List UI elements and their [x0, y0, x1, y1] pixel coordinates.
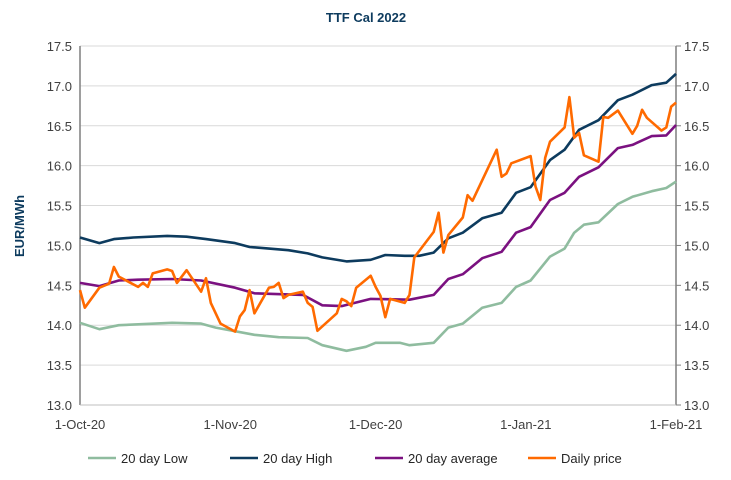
- y-tick-label-right: 17.5: [684, 39, 709, 54]
- x-tick-label: 1-Dec-20: [349, 417, 402, 432]
- series-line-20-day-high: [79, 72, 677, 263]
- y-tick-label-left: 16.5: [47, 119, 72, 134]
- chart-title: TTF Cal 2022: [326, 10, 406, 25]
- legend-label: 20 day High: [263, 451, 332, 466]
- y-tick-label-right: 17.0: [684, 79, 709, 94]
- series-lines: [78, 72, 677, 353]
- y-tick-label-left: 17.5: [47, 39, 72, 54]
- x-tick-label: 1-Feb-21: [650, 417, 703, 432]
- y-tick-label-left: 15.5: [47, 199, 72, 214]
- legend-label: 20 day average: [408, 451, 498, 466]
- y-tick-label-right: 16.0: [684, 159, 709, 174]
- y-axis-label: EUR/MWh: [12, 195, 27, 257]
- series-line-daily-price: [78, 95, 677, 333]
- y-tick-label-left: 13.5: [47, 358, 72, 373]
- y-tick-label-left: 14.0: [47, 318, 72, 333]
- y-tick-label-right: 14.5: [684, 278, 709, 293]
- y-tick-label-right: 15.5: [684, 199, 709, 214]
- x-tick-label: 1-Nov-20: [203, 417, 256, 432]
- x-tick-label: 1-Jan-21: [500, 417, 551, 432]
- legend: 20 day Low 20 day High 20 day average Daily…: [88, 451, 622, 466]
- y-tick-label-right: 14.0: [684, 318, 709, 333]
- y-tick-label-left: 16.0: [47, 159, 72, 174]
- series-line-20-day-low: [79, 180, 677, 353]
- y-tick-label-left: 13.0: [47, 398, 72, 413]
- y-tick-label-right: 16.5: [684, 119, 709, 134]
- y-tick-label-right: 13.5: [684, 358, 709, 373]
- gridlines: [80, 45, 681, 406]
- y-tick-label-left: 15.0: [47, 238, 72, 253]
- x-tick-label: 1-Oct-20: [55, 417, 106, 432]
- series-line-20-day-average: [79, 124, 677, 308]
- y-tick-label-left: 14.5: [47, 278, 72, 293]
- legend-label: Daily price: [561, 451, 622, 466]
- y-tick-label-right: 15.0: [684, 238, 709, 253]
- y-tick-label-left: 17.0: [47, 79, 72, 94]
- y-tick-label-right: 13.0: [684, 398, 709, 413]
- tick-labels: 13.0 13.0 13.5 13.5 14.0 14.0 14.5 14.5 15.0 15.0…: [47, 39, 710, 432]
- legend-label: 20 day Low: [121, 451, 188, 466]
